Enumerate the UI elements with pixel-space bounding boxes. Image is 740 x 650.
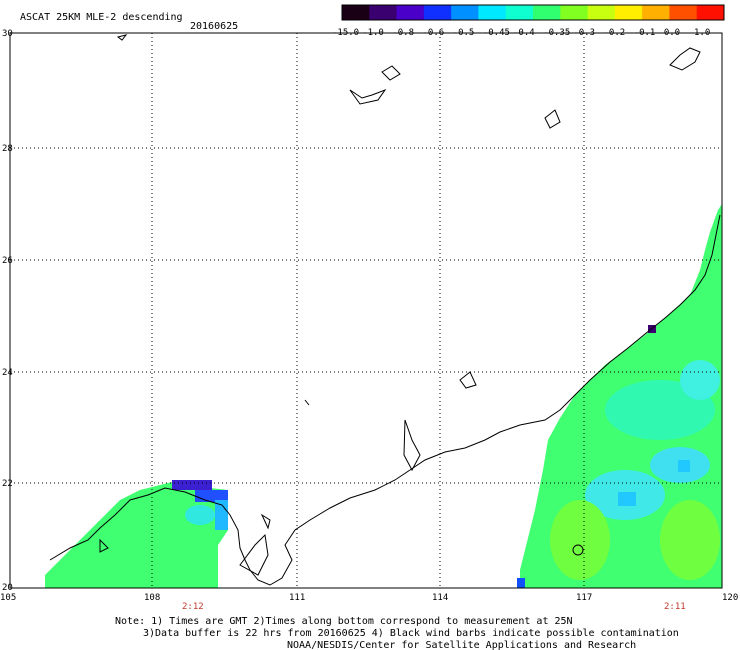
- colorbar-swatch: [587, 5, 616, 20]
- note-line-3: NOAA/NESDIS/Center for Satellite Applica…: [287, 640, 636, 650]
- colorbar-label: 0.0: [664, 28, 680, 38]
- lon-label: 120: [722, 593, 738, 603]
- colorbar-swatch: [614, 5, 643, 20]
- lon-label: 117: [576, 593, 592, 603]
- colorbar-swatch: [478, 5, 507, 20]
- map-title: ASCAT 25KM MLE-2 descending: [20, 12, 183, 23]
- colorbar-swatch: [560, 5, 589, 20]
- lon-label: 105: [0, 593, 16, 603]
- colorbar-swatch: [342, 5, 370, 20]
- colorbar-swatch: [451, 5, 479, 20]
- colorbar-swatch: [696, 5, 725, 20]
- colorbar-label: -0.45: [483, 28, 510, 38]
- swath-east: [517, 204, 722, 588]
- colorbar-label: -0.5: [453, 28, 475, 38]
- lat-label: 20: [2, 583, 13, 593]
- colorbar-label: -15.0: [332, 28, 359, 38]
- lon-label: 111: [289, 593, 305, 603]
- colorbar-label: -0.8: [392, 28, 414, 38]
- lon-label: 114: [432, 593, 448, 603]
- lon-labels: 105 108 111 114 117 120: [0, 593, 738, 603]
- swath-west: [45, 480, 228, 588]
- lat-label: 22: [2, 479, 13, 489]
- lon-label: 108: [144, 593, 160, 603]
- colorbar-label: -0.2: [604, 28, 626, 38]
- lat-label: 30: [2, 29, 13, 39]
- lat-label: 26: [2, 256, 13, 266]
- colorbar-label: -0.1: [634, 28, 656, 38]
- colorbar-label: -0.3: [573, 28, 595, 38]
- colorbar-border: [341, 4, 725, 21]
- colorbar-swatch: [369, 5, 398, 20]
- colorbar-label: 1.0: [694, 28, 710, 38]
- colorbar: -15.0 -1.0 -0.8 -0.6 -0.5 -0.45 -0.4 -0.35 -0.3-…: [332, 4, 725, 38]
- pass-time-east: 2:11: [664, 602, 686, 612]
- lat-label: 24: [2, 368, 13, 378]
- colorbar-swatch: [505, 5, 534, 20]
- note-line-2: 3)Data buffer is 22 hrs from 20160625 4)…: [143, 628, 679, 639]
- lat-label: 28: [2, 144, 13, 154]
- colorbar-swatch: [669, 5, 698, 20]
- colorbar-swatch: [533, 5, 561, 20]
- pass-time-west: 2:12: [182, 602, 204, 612]
- colorbar-label: -0.6: [423, 28, 445, 38]
- lat-labels: 30 28 26 24 22 20: [2, 29, 13, 593]
- colorbar-label: -0.35: [543, 28, 570, 38]
- colorbar-swatch: [396, 5, 425, 20]
- colorbar-label: -1.0: [362, 28, 384, 38]
- colorbar-label: -0.4: [513, 28, 535, 38]
- map-date: 20160625: [190, 21, 238, 32]
- plot-frame: [9, 32, 723, 589]
- colorbar-swatch: [642, 5, 670, 20]
- colorbar-swatch: [423, 5, 452, 20]
- note-line-1: Note: 1) Times are GMT 2)Times along bot…: [115, 616, 573, 627]
- grid: [10, 33, 722, 588]
- coastline: [49, 34, 721, 586]
